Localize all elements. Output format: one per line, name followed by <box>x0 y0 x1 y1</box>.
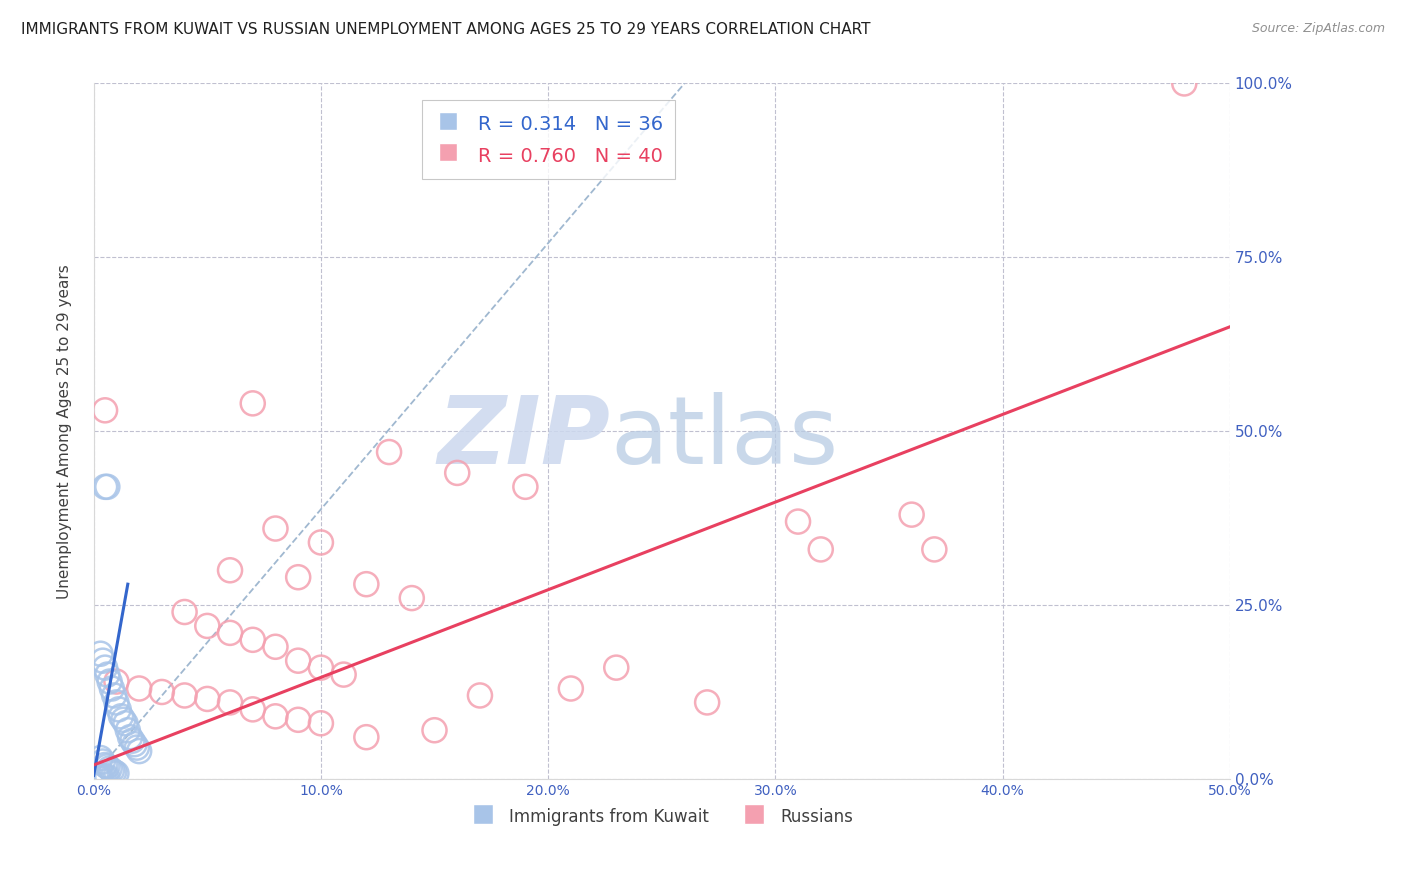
Point <box>105 695 128 709</box>
Point <box>287 654 309 668</box>
Point <box>96 667 118 681</box>
Point <box>121 733 143 747</box>
Point <box>124 737 146 751</box>
Legend: Immigrants from Kuwait, Russians: Immigrants from Kuwait, Russians <box>464 799 859 833</box>
Point <box>900 508 922 522</box>
Point <box>219 625 242 640</box>
Point <box>173 689 195 703</box>
Point <box>87 771 110 785</box>
Point <box>101 681 124 696</box>
Point <box>125 740 148 755</box>
Point <box>94 660 117 674</box>
Point <box>219 695 242 709</box>
Point <box>787 515 810 529</box>
Point <box>401 591 423 606</box>
Text: Source: ZipAtlas.com: Source: ZipAtlas.com <box>1251 22 1385 36</box>
Point <box>605 660 627 674</box>
Point <box>810 542 832 557</box>
Point <box>105 674 128 689</box>
Point <box>114 716 136 731</box>
Point <box>128 681 150 696</box>
Point <box>356 730 378 744</box>
Point <box>112 713 135 727</box>
Point <box>423 723 446 738</box>
Point <box>1173 77 1195 91</box>
Point <box>107 702 129 716</box>
Point <box>89 647 111 661</box>
Point <box>242 632 264 647</box>
Point <box>924 542 946 557</box>
Point <box>96 759 118 773</box>
Point <box>105 766 128 780</box>
Point <box>560 681 582 696</box>
Point <box>287 713 309 727</box>
Point <box>120 730 142 744</box>
Point <box>264 709 287 723</box>
Point <box>110 709 132 723</box>
Point <box>84 768 107 782</box>
Point <box>242 396 264 410</box>
Point <box>91 769 114 783</box>
Point <box>515 480 537 494</box>
Text: atlas: atlas <box>610 392 839 484</box>
Point <box>696 695 718 709</box>
Point <box>378 445 401 459</box>
Point <box>89 771 111 785</box>
Point <box>287 570 309 584</box>
Point <box>195 619 218 633</box>
Point <box>117 723 139 738</box>
Text: IMMIGRANTS FROM KUWAIT VS RUSSIAN UNEMPLOYMENT AMONG AGES 25 TO 29 YEARS CORRELA: IMMIGRANTS FROM KUWAIT VS RUSSIAN UNEMPL… <box>21 22 870 37</box>
Point <box>98 762 121 776</box>
Point <box>309 716 332 731</box>
Point <box>309 535 332 549</box>
Point <box>242 702 264 716</box>
Point <box>94 770 117 784</box>
Point <box>98 674 121 689</box>
Point <box>91 654 114 668</box>
Point <box>87 768 110 782</box>
Point <box>101 764 124 778</box>
Point <box>94 758 117 772</box>
Point <box>195 692 218 706</box>
Point <box>128 744 150 758</box>
Point <box>91 755 114 769</box>
Point <box>96 770 118 784</box>
Text: ZIP: ZIP <box>437 392 610 484</box>
Point <box>219 563 242 577</box>
Point <box>94 403 117 417</box>
Point <box>264 640 287 654</box>
Point <box>468 689 491 703</box>
Point <box>150 685 173 699</box>
Point <box>173 605 195 619</box>
Point <box>89 769 111 783</box>
Point <box>94 480 117 494</box>
Point <box>356 577 378 591</box>
Point <box>103 764 125 779</box>
Point <box>96 480 118 494</box>
Y-axis label: Unemployment Among Ages 25 to 29 years: Unemployment Among Ages 25 to 29 years <box>58 264 72 599</box>
Point <box>89 751 111 765</box>
Point <box>332 667 354 681</box>
Point <box>309 660 332 674</box>
Point <box>103 689 125 703</box>
Point <box>264 522 287 536</box>
Point <box>446 466 468 480</box>
